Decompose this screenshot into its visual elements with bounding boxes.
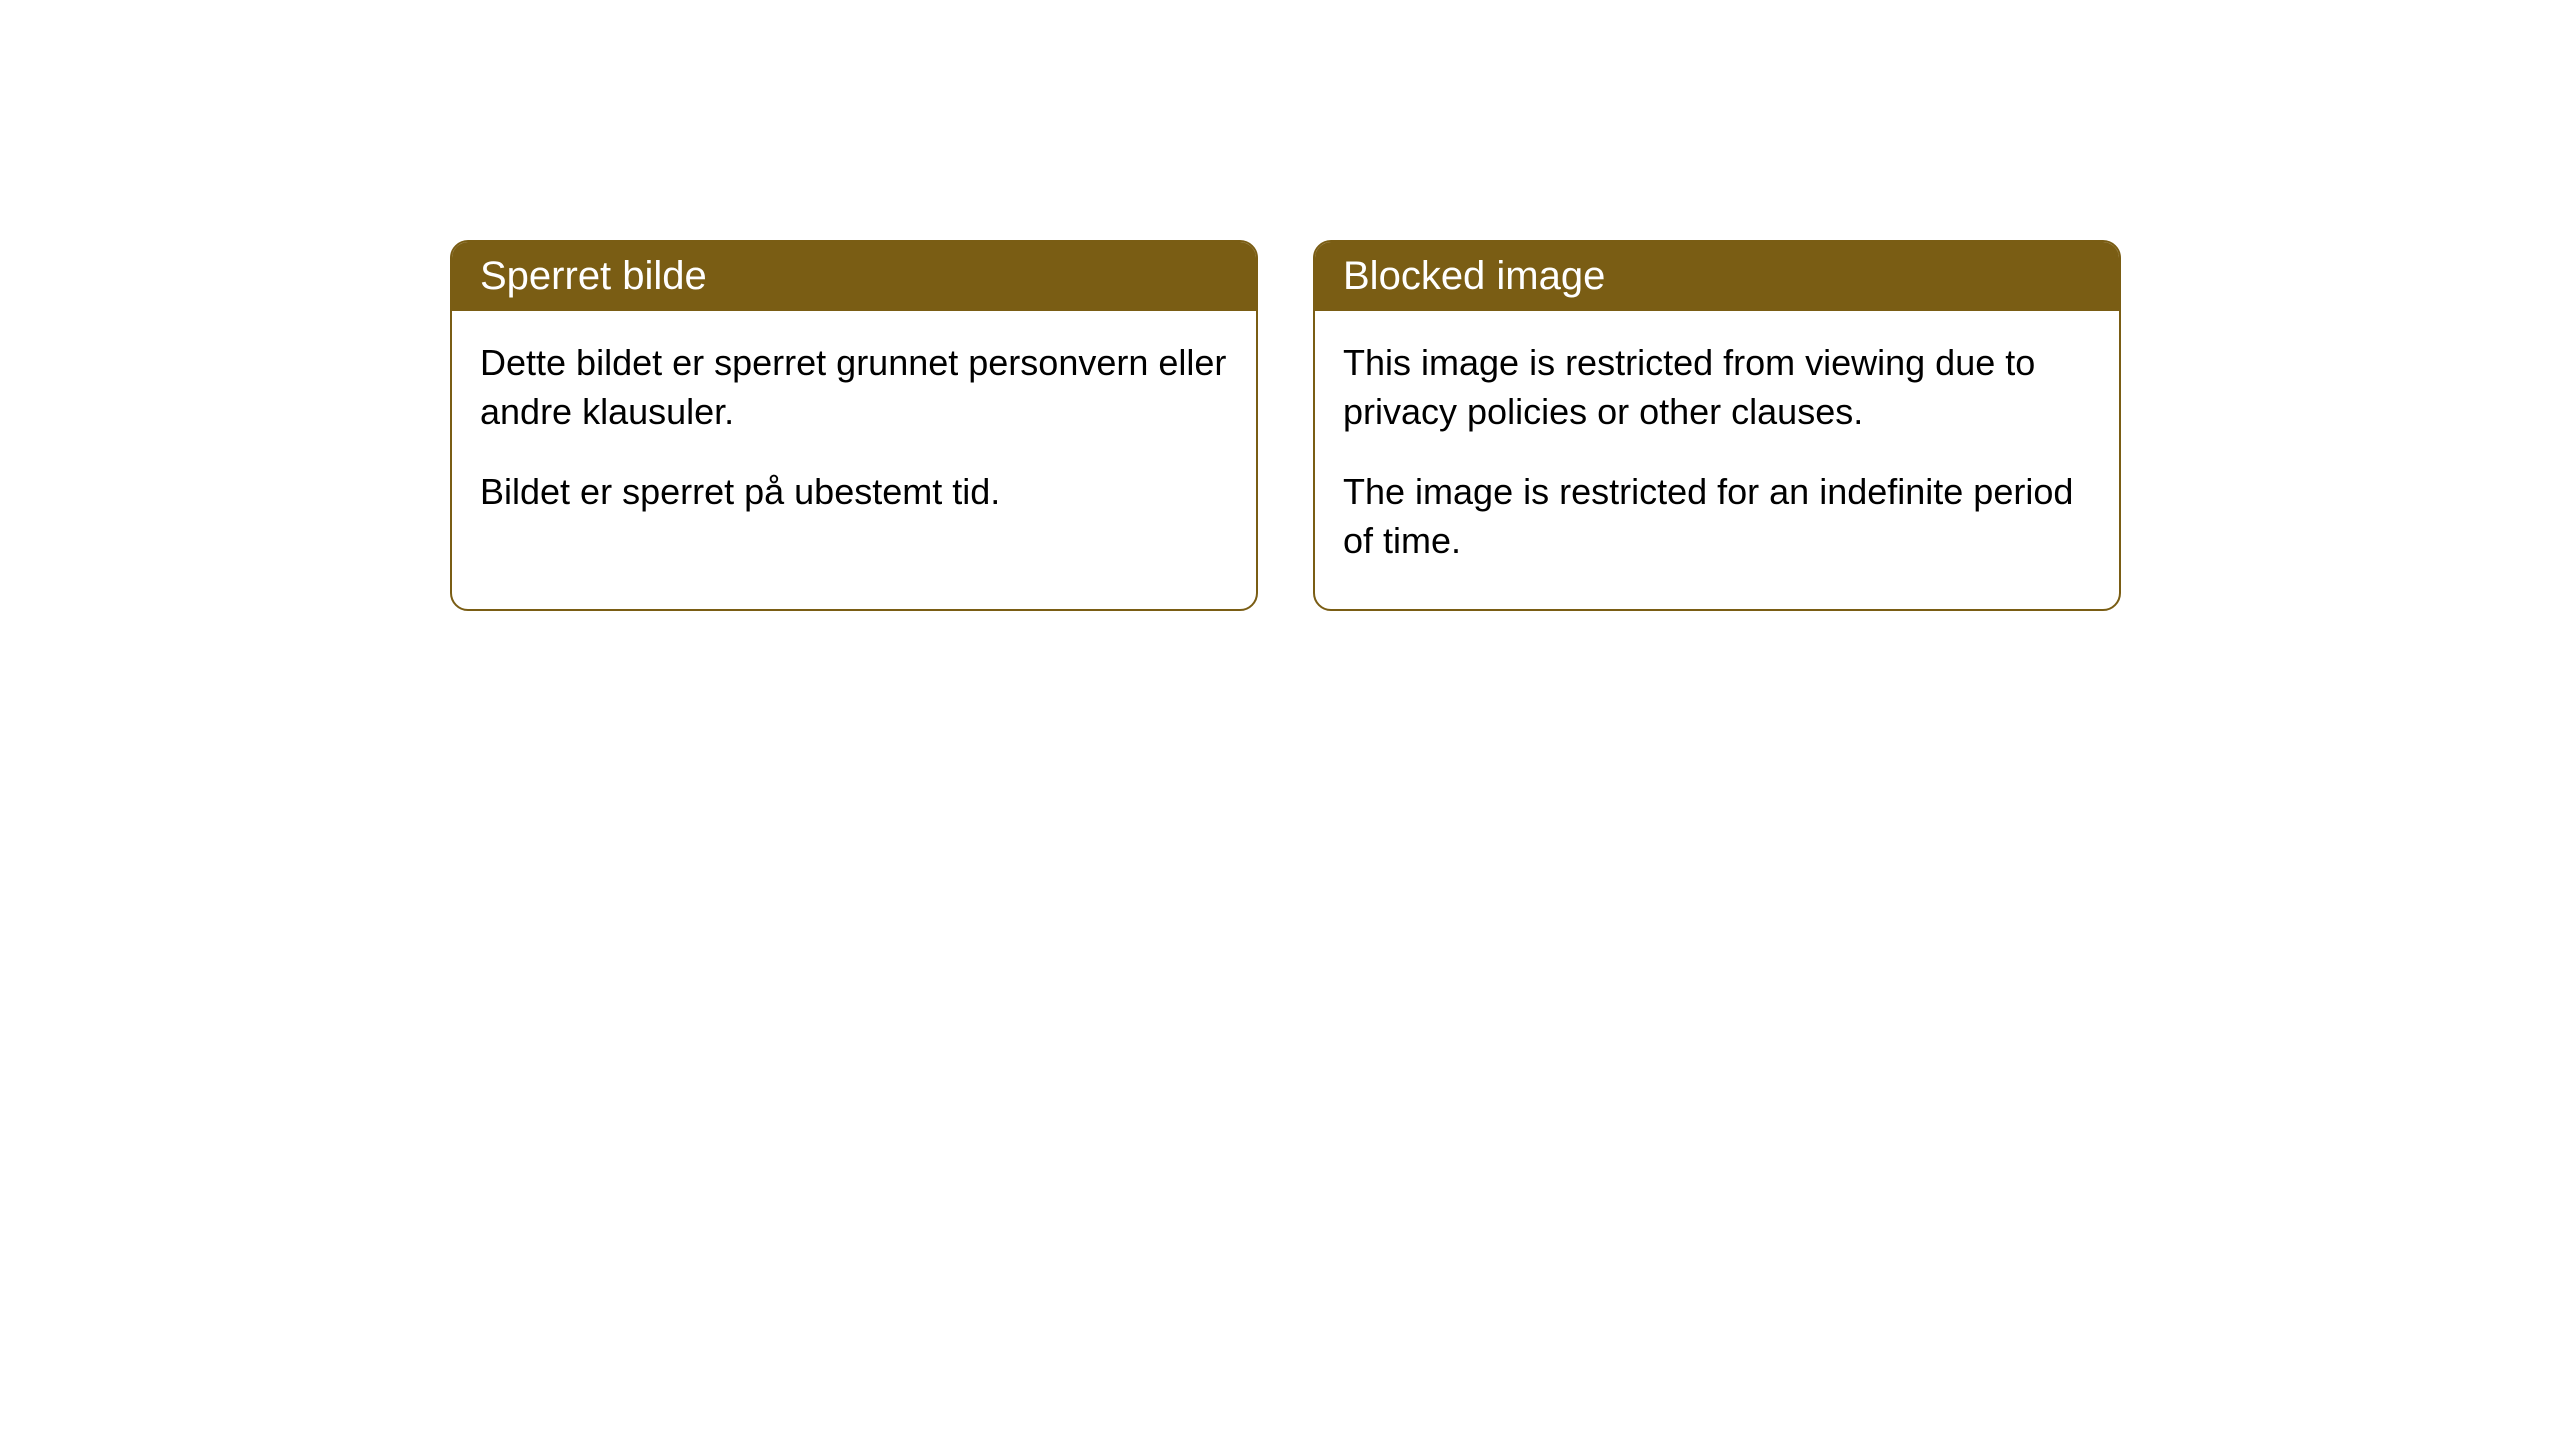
- card-header-english: Blocked image: [1315, 242, 2119, 311]
- card-paragraph: This image is restricted from viewing du…: [1343, 339, 2091, 436]
- card-body-norwegian: Dette bildet er sperret grunnet personve…: [452, 311, 1256, 561]
- notice-card-norwegian: Sperret bilde Dette bildet er sperret gr…: [450, 240, 1258, 611]
- card-title: Blocked image: [1343, 254, 1605, 298]
- notice-card-english: Blocked image This image is restricted f…: [1313, 240, 2121, 611]
- card-body-english: This image is restricted from viewing du…: [1315, 311, 2119, 609]
- card-title: Sperret bilde: [480, 254, 707, 298]
- notice-card-container: Sperret bilde Dette bildet er sperret gr…: [450, 240, 2560, 611]
- card-paragraph: The image is restricted for an indefinit…: [1343, 468, 2091, 565]
- card-header-norwegian: Sperret bilde: [452, 242, 1256, 311]
- card-paragraph: Bildet er sperret på ubestemt tid.: [480, 468, 1228, 517]
- card-paragraph: Dette bildet er sperret grunnet personve…: [480, 339, 1228, 436]
